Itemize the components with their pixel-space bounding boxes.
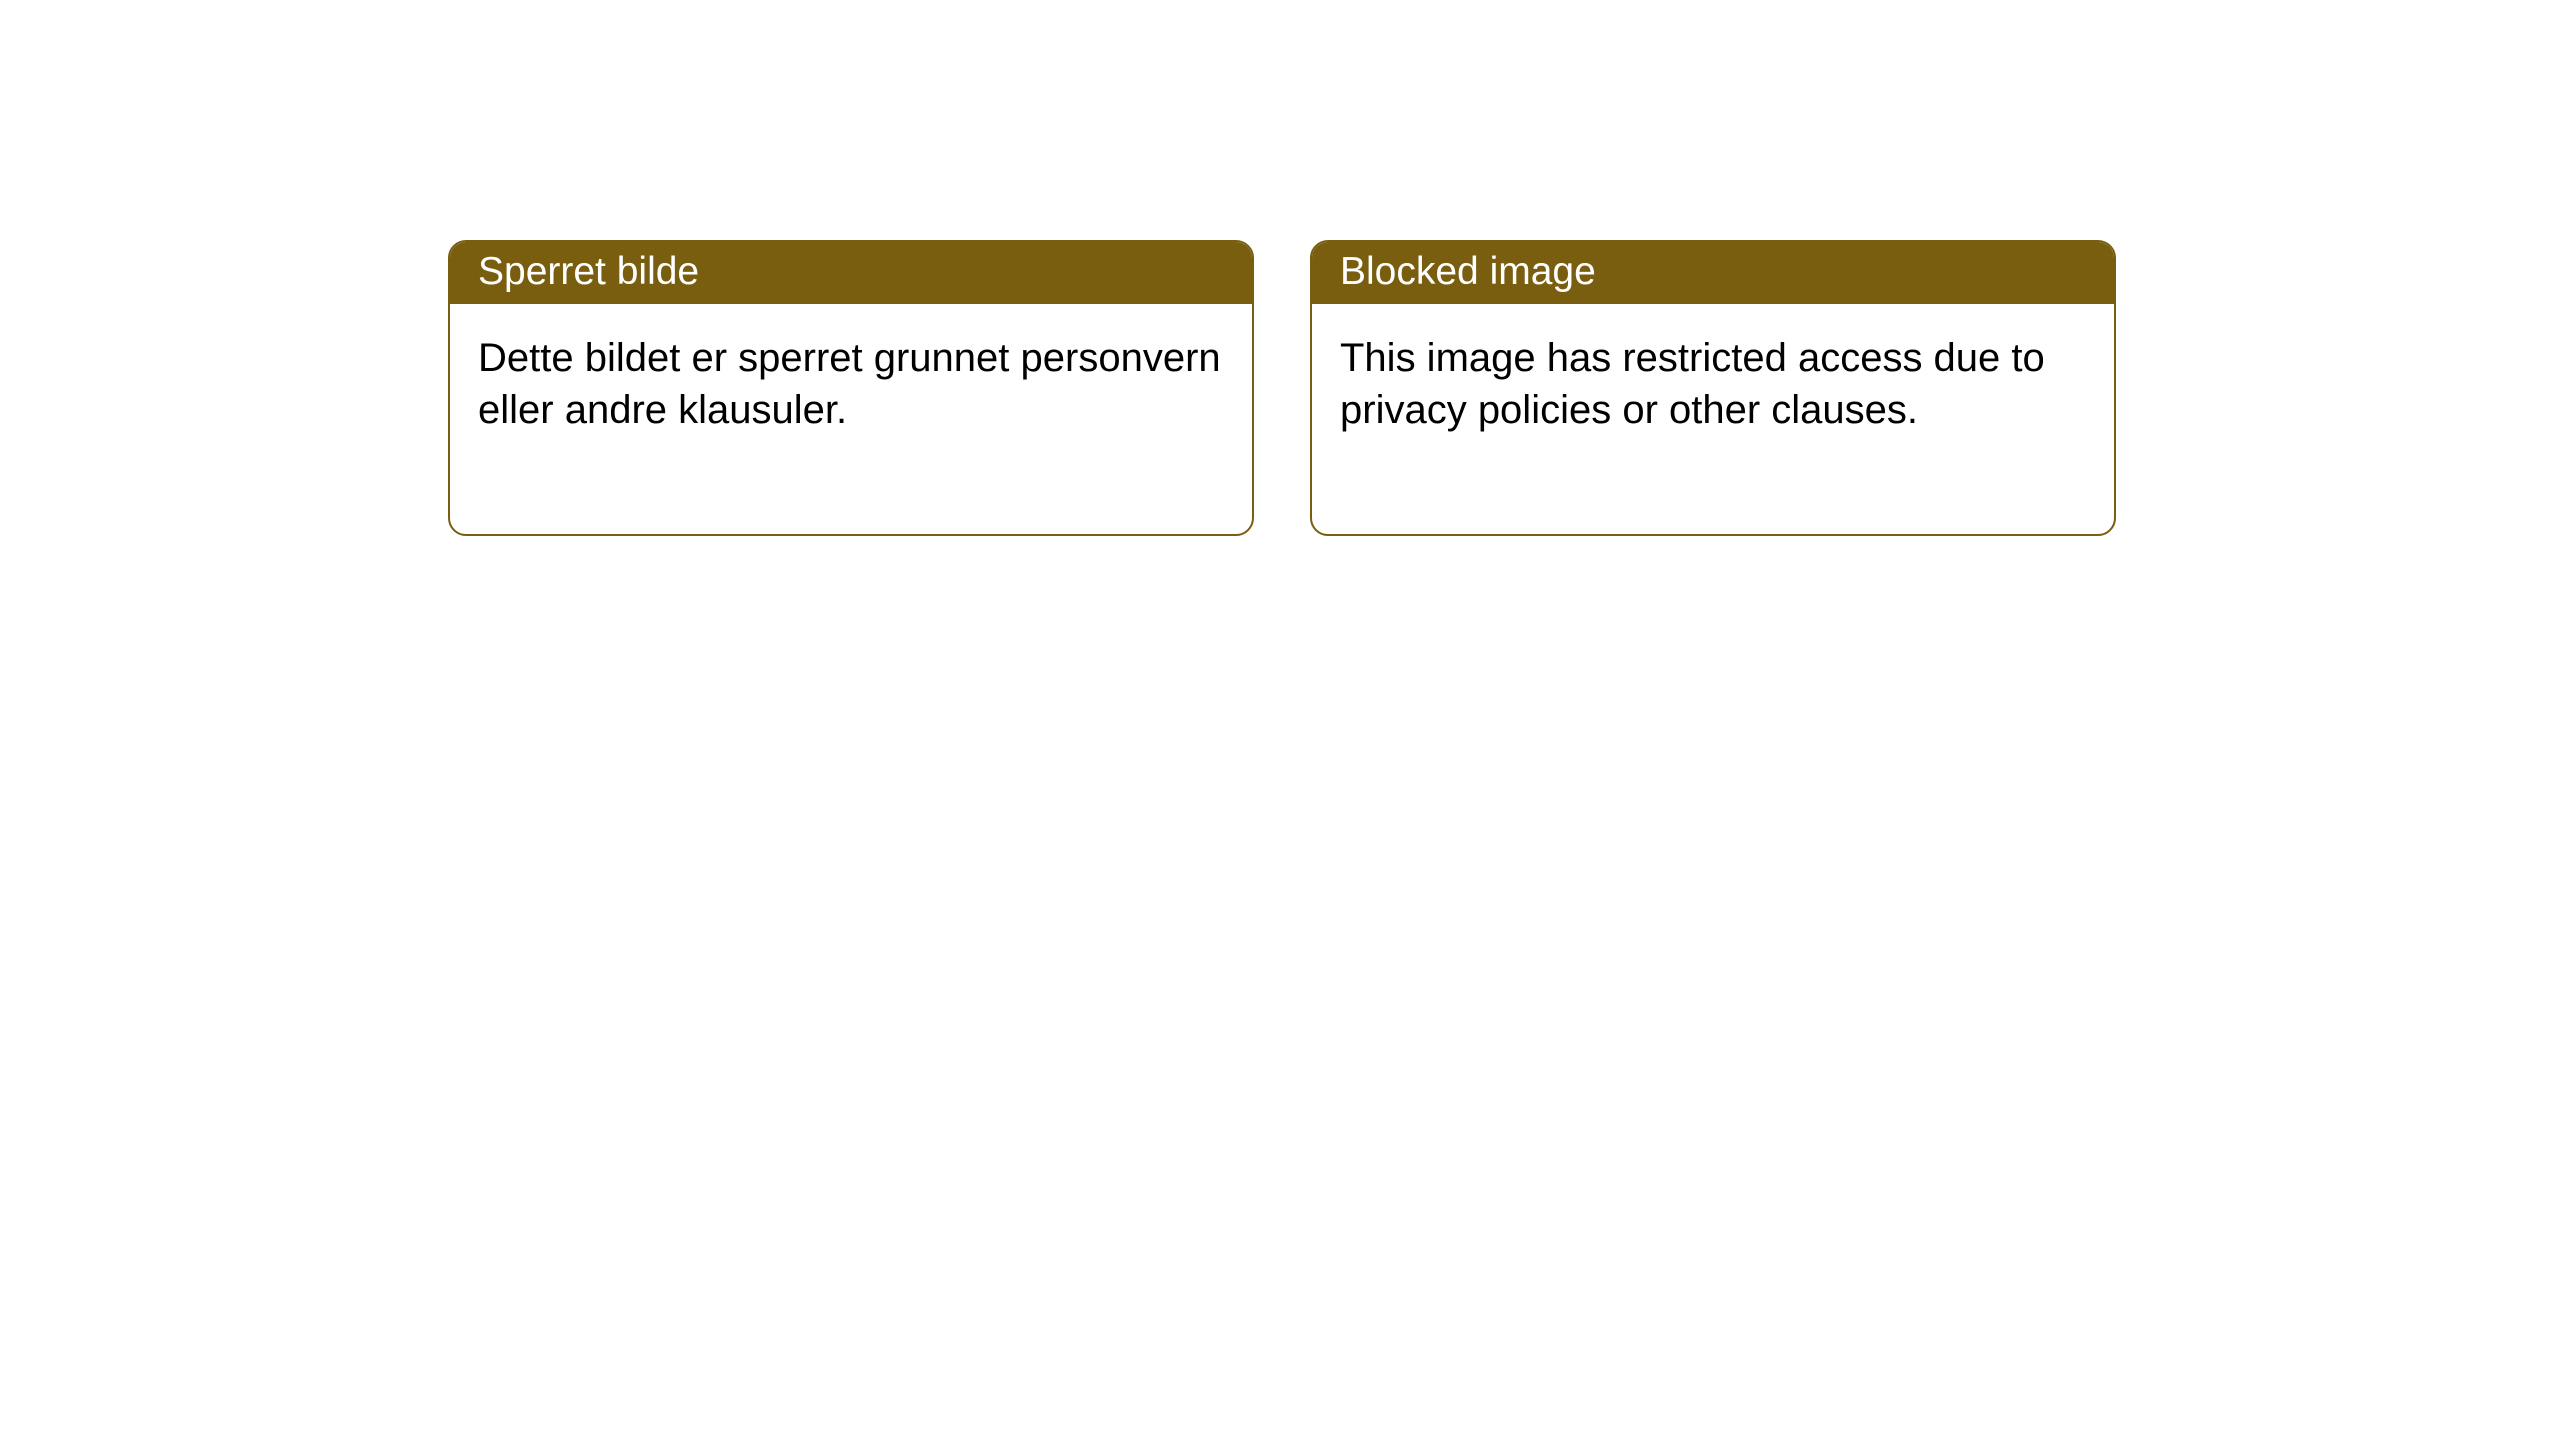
notice-body: This image has restricted access due to … bbox=[1312, 304, 2114, 534]
notice-card-english: Blocked image This image has restricted … bbox=[1310, 240, 2116, 536]
notice-header: Sperret bilde bbox=[450, 242, 1252, 304]
notice-header: Blocked image bbox=[1312, 242, 2114, 304]
notice-card-norwegian: Sperret bilde Dette bildet er sperret gr… bbox=[448, 240, 1254, 536]
notice-body: Dette bildet er sperret grunnet personve… bbox=[450, 304, 1252, 534]
notice-container: Sperret bilde Dette bildet er sperret gr… bbox=[448, 240, 2116, 536]
